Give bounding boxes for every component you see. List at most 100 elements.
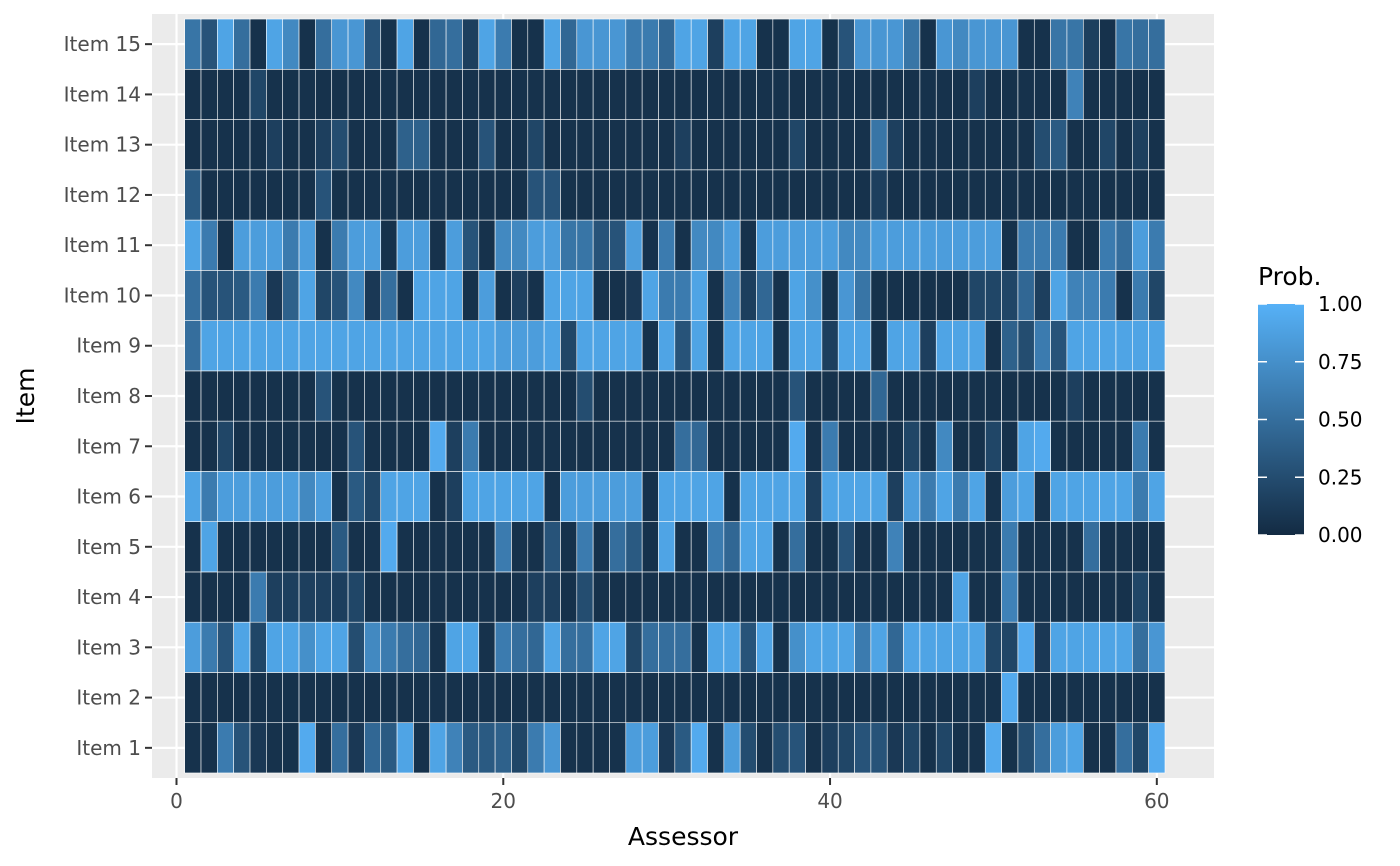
heatmap-cell (413, 722, 431, 774)
heatmap-cell (315, 521, 333, 573)
heatmap-cell (396, 621, 414, 673)
heatmap-cell (609, 169, 627, 221)
heatmap-cell (1066, 270, 1084, 321)
heatmap-cell (935, 320, 953, 372)
heatmap-cell (1066, 621, 1084, 673)
heatmap-cell (217, 571, 234, 623)
heatmap-cell (364, 169, 382, 221)
heatmap-cell (625, 621, 643, 673)
heatmap-cell (511, 621, 529, 673)
heatmap-cell (282, 420, 300, 472)
heatmap-cell (690, 672, 708, 724)
heatmap-cell (364, 119, 382, 171)
y-tick-label: Item 4 (76, 585, 141, 609)
heatmap-cell (690, 68, 708, 120)
heatmap-cell (543, 672, 561, 724)
heatmap-cell (935, 169, 953, 221)
heatmap-cell (576, 18, 594, 70)
heatmap-cell (576, 571, 594, 623)
heatmap-cell (576, 521, 594, 573)
heatmap-cell (772, 370, 790, 422)
heatmap-cell (1001, 370, 1019, 422)
heatmap-cell (1066, 119, 1084, 171)
heatmap-cell (331, 370, 349, 422)
heatmap-cell (641, 119, 659, 171)
heatmap-cell (658, 219, 676, 271)
heatmap-cell (707, 270, 725, 321)
heatmap-cell (511, 571, 529, 623)
heatmap-cell (445, 722, 463, 774)
heatmap-cell (1017, 621, 1035, 673)
y-tick-label: Item 11 (64, 233, 141, 257)
heatmap-cell (707, 471, 725, 522)
heatmap-cell (625, 571, 643, 623)
heatmap-cell (658, 370, 676, 422)
heatmap-cell (1033, 18, 1051, 70)
heatmap-cell (445, 320, 463, 372)
heatmap-cell (1115, 521, 1133, 573)
heatmap-cell (364, 672, 382, 724)
heatmap-cell (429, 169, 447, 221)
heatmap-cell (233, 68, 251, 120)
heatmap-cell (886, 320, 904, 372)
heatmap-cell (707, 119, 725, 171)
heatmap-cell (380, 521, 398, 573)
heatmap-cell (821, 270, 839, 321)
heatmap-cell (462, 119, 480, 171)
heatmap-cell (837, 270, 855, 321)
heatmap-cell (952, 169, 970, 221)
heatmap-cell (952, 370, 970, 422)
heatmap-cell (772, 320, 790, 372)
heatmap-cell (560, 621, 578, 673)
heatmap-cell (298, 571, 316, 623)
heatmap-cell (821, 119, 839, 171)
heatmap-cell (396, 471, 414, 522)
heatmap-cell (1017, 420, 1035, 472)
heatmap-cell (707, 521, 725, 573)
heatmap-cell (1082, 169, 1100, 221)
heatmap-cell (347, 18, 365, 70)
heatmap-cell (870, 320, 888, 372)
heatmap-cell (723, 320, 741, 372)
heatmap-cell (462, 420, 480, 472)
heatmap-cell (788, 219, 806, 271)
heatmap-cell (821, 471, 839, 522)
x-tick-label: 40 (817, 789, 842, 813)
heatmap-cell (935, 270, 953, 321)
heatmap-cell (1082, 320, 1100, 372)
heatmap-cell (968, 621, 986, 673)
heatmap-cell (952, 18, 970, 70)
heatmap-cell (200, 521, 218, 573)
heatmap-cell (723, 420, 741, 472)
heatmap-cell (429, 672, 447, 724)
heatmap-cell (772, 571, 790, 623)
heatmap-cell (331, 471, 349, 522)
heatmap-cell (952, 420, 970, 472)
heatmap-cell (266, 621, 284, 673)
heatmap-cell (184, 219, 202, 271)
heatmap-cell (1017, 521, 1035, 573)
legend-tick-label: 0.00 (1318, 523, 1363, 547)
heatmap-cell (788, 270, 806, 321)
heatmap-cell (315, 320, 333, 372)
heatmap-cell (756, 471, 774, 522)
heatmap-cell (886, 571, 904, 623)
heatmap-cell (429, 320, 447, 372)
heatmap-cell (1066, 18, 1084, 70)
heatmap-cell (674, 420, 692, 472)
heatmap-cell (364, 621, 382, 673)
heatmap-cell (674, 571, 692, 623)
heatmap-cell (625, 370, 643, 422)
heatmap-cell (413, 621, 431, 673)
heatmap-cell (707, 672, 725, 724)
heatmap-cell (919, 621, 937, 673)
heatmap-cell (641, 722, 659, 774)
heatmap-cell (870, 571, 888, 623)
heatmap-cell (1082, 621, 1100, 673)
heatmap-cell (266, 722, 284, 774)
heatmap-cell (462, 471, 480, 522)
heatmap-cell (429, 219, 447, 271)
heatmap-cell (739, 119, 757, 171)
heatmap-cell (200, 672, 218, 724)
heatmap-cell (217, 420, 234, 472)
